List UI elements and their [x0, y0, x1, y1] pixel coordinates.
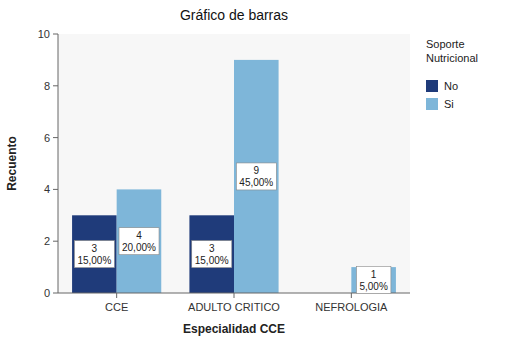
data-label: 315,00% — [74, 241, 114, 268]
data-label: 945,00% — [236, 163, 276, 190]
x-tick — [234, 293, 235, 298]
bar — [117, 189, 162, 293]
x-axis: CCE ADULTO CRITICO NEFROLOGIA — [105, 293, 388, 313]
x-tick — [116, 293, 117, 298]
data-label: 15,00% — [356, 267, 390, 294]
title: Gráfico de barras — [180, 7, 288, 23]
y-tick-label: 8 — [44, 80, 50, 92]
text-line: 20,00% — [122, 242, 156, 253]
y-tick-label: 10 — [38, 28, 50, 40]
bar — [234, 60, 279, 293]
data-label-text: 315,00% — [77, 243, 111, 266]
y-tick — [53, 34, 58, 35]
data-label: 315,00% — [192, 241, 232, 268]
bar — [72, 215, 117, 293]
data-label-text: 420,00% — [122, 230, 156, 253]
legend-swatch — [426, 80, 438, 92]
legend-label: Si — [444, 98, 454, 110]
text-line: 15,00% — [77, 255, 111, 266]
chart-container: 0246810CCEADULTO CRITICONEFROLOGIA315,00… — [0, 0, 528, 345]
data-labels: 315,00%315,00%420,00%945,00%15,00% — [74, 163, 390, 294]
text-line: 15,00% — [195, 255, 229, 266]
legend-swatch — [426, 98, 438, 110]
y-tick-label: 0 — [44, 287, 50, 299]
bar — [189, 215, 234, 293]
x-tick-label: ADULTO CRITICO — [188, 301, 280, 313]
label-box — [119, 228, 159, 255]
chart: 0246810CCEADULTO CRITICONEFROLOGIA315,00… — [0, 0, 528, 345]
text-line: 3 — [209, 243, 215, 254]
label-box — [356, 267, 390, 294]
y-tick — [53, 85, 58, 86]
x-axis-title: Especialidad CCE — [183, 322, 285, 336]
y-tick-label: 6 — [44, 132, 50, 144]
y-axis-line — [58, 34, 59, 293]
text-line: 3 — [92, 243, 98, 254]
text-line: Nutricional — [426, 52, 478, 64]
x-tick-label: CCE — [105, 301, 128, 313]
label-box — [192, 241, 232, 268]
text-line: 1 — [371, 269, 377, 280]
text-line: 9 — [254, 165, 260, 176]
x-tick-label: NEFROLOGIA — [315, 301, 388, 313]
y-tick — [53, 293, 58, 294]
y-axis: 0 2 4 6 8 10 — [38, 28, 58, 299]
y-tick-label: 2 — [44, 235, 50, 247]
legend-label: No — [444, 80, 458, 92]
y-tick — [53, 189, 58, 190]
y-tick-label: 4 — [44, 183, 50, 195]
text-line: 5,00% — [359, 281, 387, 292]
legend: Soporte Nutricional No Si — [426, 38, 478, 110]
y-tick — [53, 241, 58, 242]
data-label-text: 15,00% — [359, 269, 387, 292]
text-line: Soporte — [426, 38, 465, 50]
y-axis-title: Recuento — [5, 136, 19, 191]
legend-title: Soporte Nutricional — [426, 38, 478, 64]
text-line: 4 — [136, 230, 142, 241]
y-tick — [53, 137, 58, 138]
label-box — [74, 241, 114, 268]
bar — [351, 267, 396, 293]
x-tick — [351, 293, 352, 298]
text-line: 45,00% — [239, 177, 273, 188]
label-box — [236, 163, 276, 190]
data-label: 420,00% — [119, 228, 159, 255]
data-label-text: 315,00% — [195, 243, 229, 266]
bars — [72, 60, 396, 293]
data-label-text: 945,00% — [239, 165, 273, 188]
plot-area — [58, 34, 410, 293]
